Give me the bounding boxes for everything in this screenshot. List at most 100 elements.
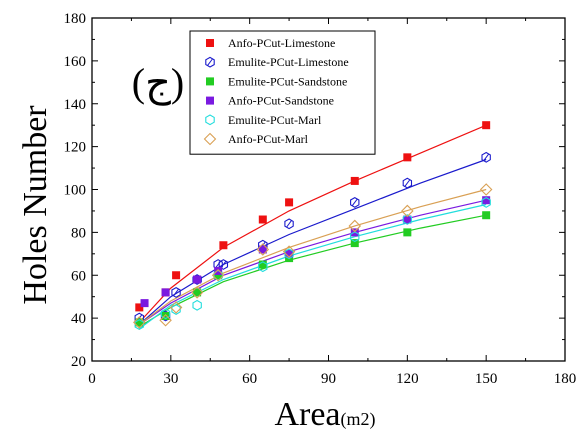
legend-marker bbox=[206, 39, 214, 47]
data-point bbox=[193, 288, 202, 297]
legend-item: Anfo-PCut-Limestone bbox=[206, 36, 335, 50]
data-point bbox=[211, 268, 225, 282]
x-tick-label: 0 bbox=[88, 371, 96, 387]
data-point bbox=[256, 243, 270, 256]
legend-item: Emulite-PCut-Marl bbox=[205, 113, 322, 127]
legend: Anfo-PCut-Limestone Emulite-PCut-Limeston… bbox=[189, 30, 376, 155]
data-point bbox=[284, 218, 294, 230]
data-point bbox=[350, 176, 359, 185]
legend-marker bbox=[205, 56, 215, 68]
data-point bbox=[135, 318, 144, 327]
data-point bbox=[482, 121, 491, 130]
series-5-points bbox=[134, 196, 491, 331]
data-point bbox=[350, 196, 360, 208]
x-axis-title-unit: (m2) bbox=[341, 409, 376, 430]
y-tick-label: 180 bbox=[64, 11, 87, 27]
data-point bbox=[190, 286, 204, 299]
legend-item: Emulite-PCut-Sandstone bbox=[206, 74, 347, 88]
data-point bbox=[258, 215, 267, 224]
data-point bbox=[282, 245, 296, 258]
x-tick-label: 120 bbox=[396, 371, 419, 387]
data-point bbox=[350, 231, 360, 243]
data-point bbox=[192, 299, 202, 311]
data-point bbox=[171, 286, 181, 298]
y-axis: 20 40 60 80 100 120 140 160 180 bbox=[64, 11, 565, 370]
data-point bbox=[403, 153, 412, 162]
legend-label: Anfo-PCut-Sandstone bbox=[228, 94, 334, 108]
fit-curve-series-3 bbox=[138, 214, 487, 328]
data-point bbox=[258, 245, 267, 254]
legend-box bbox=[189, 30, 376, 155]
y-tick-label: 40 bbox=[71, 311, 86, 327]
fit-curve-series-5 bbox=[138, 203, 487, 330]
legend-marker bbox=[206, 96, 214, 105]
series-3-points bbox=[135, 211, 491, 327]
x-tick-label: 60 bbox=[242, 371, 257, 387]
data-point bbox=[284, 248, 294, 260]
data-point bbox=[171, 304, 181, 316]
series-6-points bbox=[133, 183, 493, 329]
data-point bbox=[159, 313, 172, 327]
legend-label: Emulite-PCut-Marl bbox=[228, 113, 322, 127]
legend-label: Emulite-PCut-Limestone bbox=[228, 55, 349, 69]
data-point bbox=[169, 301, 183, 314]
fit-curve-series-4 bbox=[138, 199, 487, 326]
legend-marker bbox=[205, 114, 215, 126]
x-tick-label: 90 bbox=[321, 371, 336, 387]
legend-label: Anfo-PCut-Limestone bbox=[228, 36, 335, 50]
fit-curve-series-1 bbox=[138, 124, 487, 323]
y-tick-label: 120 bbox=[64, 140, 87, 156]
data-point bbox=[161, 311, 170, 320]
data-point bbox=[479, 183, 493, 196]
data-point bbox=[134, 319, 145, 331]
data-point bbox=[258, 260, 267, 269]
x-axis: 0 30 60 90 120 150 180 bbox=[88, 18, 576, 387]
data-point bbox=[219, 241, 228, 250]
y-tick-label: 80 bbox=[71, 225, 86, 241]
fit-curve-series-2 bbox=[138, 158, 487, 326]
data-point bbox=[214, 271, 223, 280]
legend-label: Emulite-PCut-Sandstone bbox=[228, 74, 347, 88]
legend-item: Anfo-PCut-Sandstone bbox=[206, 94, 334, 108]
y-tick-label: 140 bbox=[64, 97, 87, 113]
data-point bbox=[140, 299, 149, 308]
x-tick-label: 180 bbox=[554, 371, 577, 387]
data-point bbox=[481, 151, 491, 163]
data-point bbox=[160, 308, 171, 320]
y-tick-label: 100 bbox=[64, 183, 87, 199]
legend-label: Anfo-PCut-Marl bbox=[228, 132, 309, 146]
fit-curve-series-6 bbox=[138, 188, 487, 326]
x-tick-label: 30 bbox=[163, 371, 178, 387]
data-point bbox=[350, 239, 359, 248]
legend-marker bbox=[203, 132, 217, 146]
data-point bbox=[482, 211, 491, 220]
data-point bbox=[482, 196, 491, 205]
plot-area bbox=[133, 121, 493, 331]
y-tick-label: 20 bbox=[71, 354, 86, 370]
legend-item: Anfo-PCut-Marl bbox=[203, 132, 309, 146]
data-point bbox=[258, 261, 268, 273]
data-point bbox=[402, 214, 413, 225]
data-point bbox=[218, 259, 229, 270]
x-tick-label: 150 bbox=[475, 371, 498, 387]
data-point bbox=[285, 198, 294, 207]
data-point bbox=[133, 316, 146, 329]
data-point bbox=[481, 196, 491, 208]
legend-item: Emulite-PCut-Limestone bbox=[205, 55, 349, 69]
data-point bbox=[348, 219, 362, 233]
data-point bbox=[402, 177, 413, 189]
data-point bbox=[172, 271, 181, 280]
data-point bbox=[161, 288, 170, 297]
data-point bbox=[401, 204, 414, 218]
y-tick-label: 60 bbox=[71, 268, 86, 284]
data-point bbox=[193, 275, 202, 284]
data-point bbox=[403, 228, 412, 237]
x-axis-title-main: Area bbox=[274, 396, 340, 432]
y-axis-title: Holes Number bbox=[17, 105, 54, 305]
y-tick-label: 160 bbox=[64, 54, 87, 70]
data-point bbox=[403, 215, 412, 224]
data-point bbox=[135, 303, 144, 312]
data-point bbox=[285, 249, 294, 258]
legend-marker bbox=[206, 77, 214, 86]
